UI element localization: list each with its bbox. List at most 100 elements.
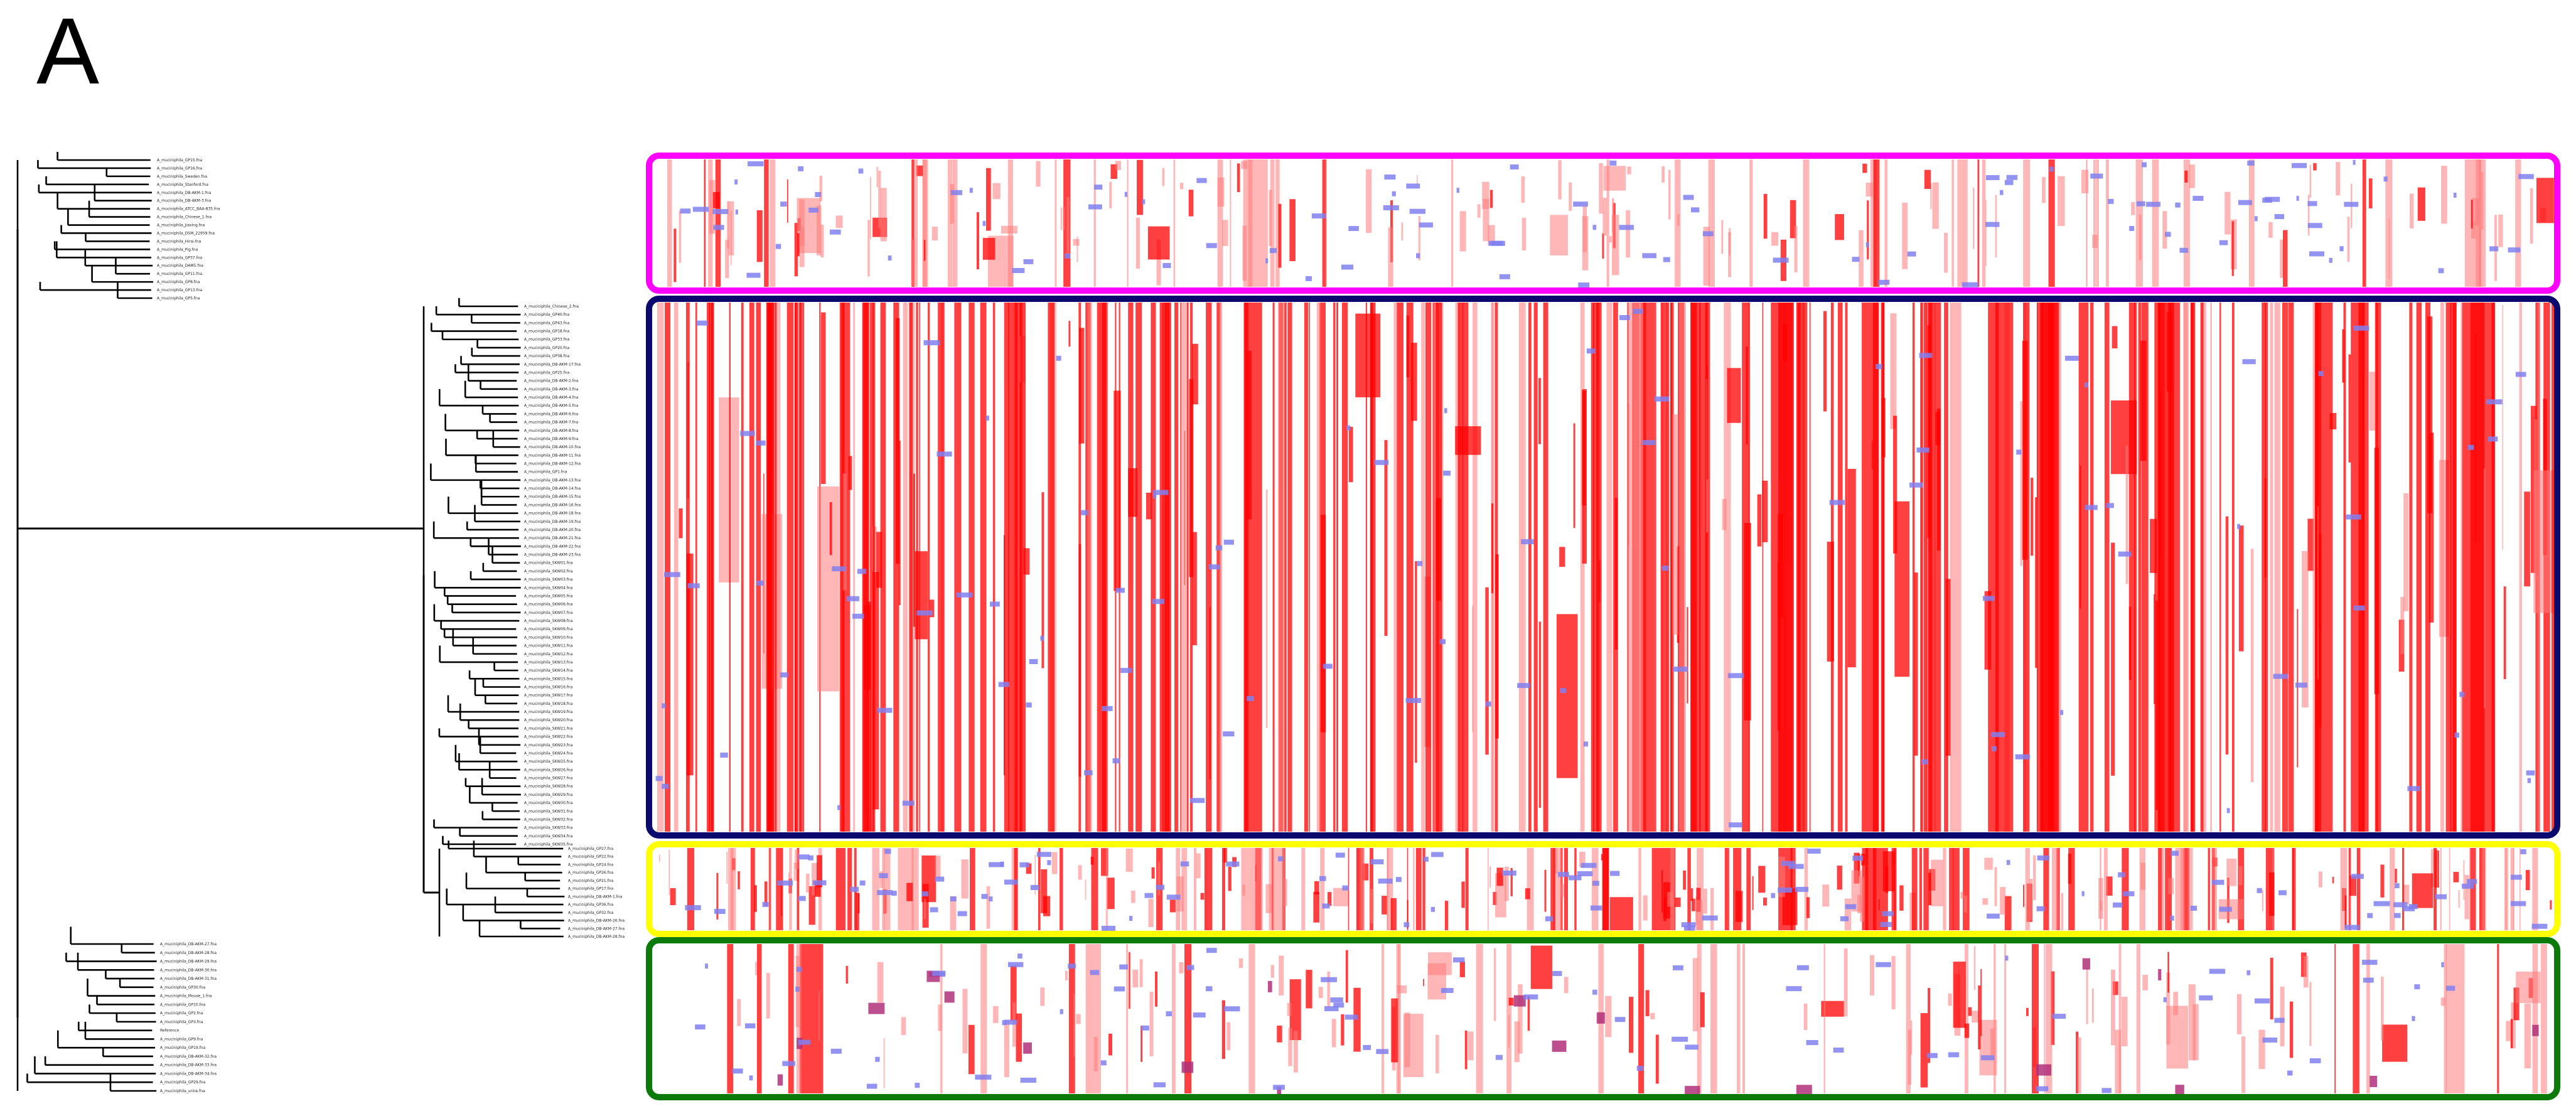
tree-leaf-label: A_muciniphila_DB-AKM-3.fna	[524, 387, 579, 392]
recombination-segment	[793, 862, 799, 881]
recombination-marker	[950, 190, 963, 195]
recombination-segment	[1950, 303, 1962, 832]
recombination-segment	[1928, 303, 1941, 832]
recombination-segment	[1672, 414, 1678, 635]
recombination-marker	[1552, 970, 1562, 976]
tree-leaf-label: A_muciniphila_SKW10.fna	[524, 635, 573, 640]
recombination-segment	[847, 848, 852, 930]
tree-leaf-label: A_muciniphila_DB-AKM-17.fna	[524, 362, 581, 367]
recombination-marker	[1223, 539, 1234, 545]
recombination-marker	[2487, 436, 2498, 442]
recombination-segment	[2080, 466, 2081, 609]
recombination-marker	[1215, 545, 1223, 550]
recombination-segment	[1219, 303, 1223, 832]
recombination-segment	[2187, 848, 2193, 930]
recombination-segment	[1204, 848, 1207, 930]
tree-leaf-label: A_muciniphila_SKW22.fna	[524, 735, 573, 739]
recombination-segment	[1530, 945, 1552, 989]
recombination-marker	[1305, 276, 1312, 281]
recombination-segment	[1687, 848, 1691, 930]
tree-leaf-label: A_muciniphila_DB-AKM-30.fna	[160, 968, 217, 972]
recombination-segment	[1387, 848, 1393, 930]
recombination-segment	[2297, 609, 2299, 768]
recombination-marker	[1278, 856, 1284, 862]
tree-leaf-label: A_muciniphila_DB-AKM-32.fna	[160, 1054, 217, 1059]
recombination-segment	[940, 944, 943, 1093]
tree-leaf-label: A_muciniphila_GP26.fna	[568, 871, 614, 875]
recombination-segment	[1914, 572, 1918, 756]
recombination-marker	[981, 894, 988, 899]
recombination-marker	[1206, 243, 1217, 249]
recombination-segment	[2515, 159, 2521, 287]
recombination-segment	[1062, 207, 1065, 231]
recombination-segment	[1007, 159, 1014, 287]
tree-leaf-label: A_muciniphila_GP2.fna	[160, 1011, 203, 1016]
recombination-segment	[756, 944, 762, 1093]
recombination-segment	[1609, 236, 1612, 243]
recombination-segment	[1228, 866, 1232, 891]
recombination-segment	[962, 989, 968, 1054]
recombination-marker	[1019, 862, 1029, 867]
recombination-segment	[1180, 303, 1182, 832]
recombination-segment	[1951, 159, 1954, 287]
recombination-marker	[1186, 965, 1194, 970]
recombination-segment	[2258, 1029, 2265, 1070]
recombination-segment	[2044, 944, 2046, 1093]
recombination-marker	[1323, 663, 1333, 669]
recombination-marker	[1166, 1011, 1172, 1017]
recombination-segment	[952, 159, 958, 287]
recombination-marker	[1596, 1012, 1605, 1024]
recombination-segment	[2091, 988, 2094, 1023]
recombination-segment	[1661, 870, 1663, 913]
recombination-segment	[1415, 848, 1422, 930]
recombination-segment	[679, 508, 683, 539]
recombination-marker	[1806, 1040, 1818, 1046]
recombination-marker	[2090, 173, 2103, 179]
recombination-segment	[2238, 525, 2244, 652]
recombination-segment	[2023, 159, 2031, 287]
recombination-segment	[750, 848, 755, 930]
recombination-segment	[1746, 848, 1751, 930]
tree-leaf-label: A_muciniphila_DB-AKM-28.fna	[160, 951, 217, 955]
recombination-segment	[1418, 215, 1420, 260]
recombination-segment	[2090, 303, 2094, 832]
recombination-segment	[1110, 164, 1118, 180]
recombination-segment	[1036, 161, 1041, 187]
recombination-segment	[2390, 848, 2395, 930]
tree-leaf-label: A_muciniphila_DB-AKM-8.fna	[524, 429, 579, 433]
tree-leaf-label: A_muciniphila_DB-AKM-5.fna	[524, 404, 579, 408]
tree-leaf-label: A_muciniphila_SKW12.fna	[524, 652, 573, 657]
recombination-segment	[800, 944, 824, 1093]
recombination-segment	[2086, 967, 2088, 1024]
recombination-marker	[2005, 955, 2009, 961]
recombination-segment	[796, 944, 802, 1093]
recombination-marker	[1333, 1002, 1344, 1008]
recombination-segment	[876, 532, 883, 588]
recombination-segment	[1603, 166, 1626, 191]
recombination-segment	[1638, 944, 1645, 1093]
recombination-segment	[911, 239, 916, 286]
recombination-marker	[2036, 1086, 2049, 1092]
recombination-segment	[1114, 390, 1121, 591]
recombination-segment	[2304, 955, 2309, 988]
recombination-segment	[1645, 990, 1650, 1016]
recombination-marker	[1047, 860, 1051, 866]
recombination-segment	[704, 159, 706, 287]
recombination-segment	[924, 898, 926, 920]
tree-leaf-label: A_muciniphila_GP1.fna	[524, 470, 567, 475]
recombination-marker	[712, 209, 729, 215]
recombination-marker	[1156, 884, 1165, 890]
recombination-segment	[2139, 848, 2146, 930]
recombination-segment	[2302, 550, 2309, 708]
recombination-segment	[1289, 199, 1296, 262]
recombination-marker	[714, 909, 726, 915]
recombination-marker	[1040, 635, 1044, 641]
recombination-segment	[1960, 891, 1964, 899]
recombination-marker	[982, 221, 986, 227]
recombination-segment	[2347, 217, 2350, 262]
recombination-marker	[1786, 986, 1802, 992]
recombination-marker	[1987, 913, 2000, 919]
recombination-segment	[2201, 303, 2206, 832]
recombination-segment	[976, 212, 980, 270]
recombination-segment	[2550, 900, 2552, 910]
